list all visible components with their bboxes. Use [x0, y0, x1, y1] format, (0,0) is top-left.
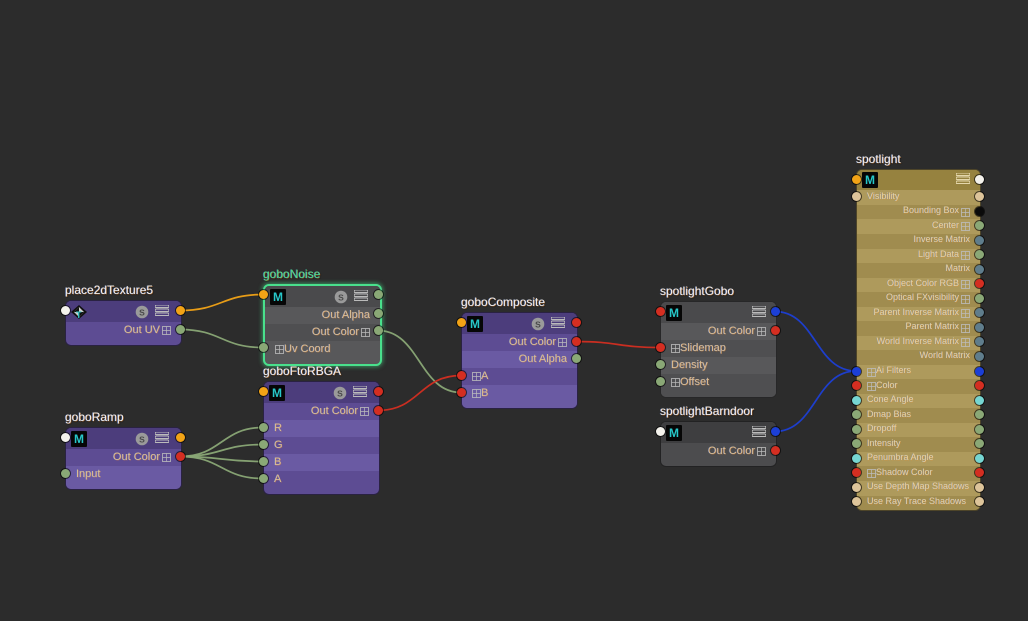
- svg-text:S: S: [535, 319, 541, 329]
- svg-text:S: S: [337, 388, 343, 398]
- svg-text:S: S: [139, 307, 145, 317]
- svg-text:S: S: [139, 434, 145, 444]
- svg-text:S: S: [338, 292, 344, 302]
- svg-text:T: T: [76, 310, 82, 320]
